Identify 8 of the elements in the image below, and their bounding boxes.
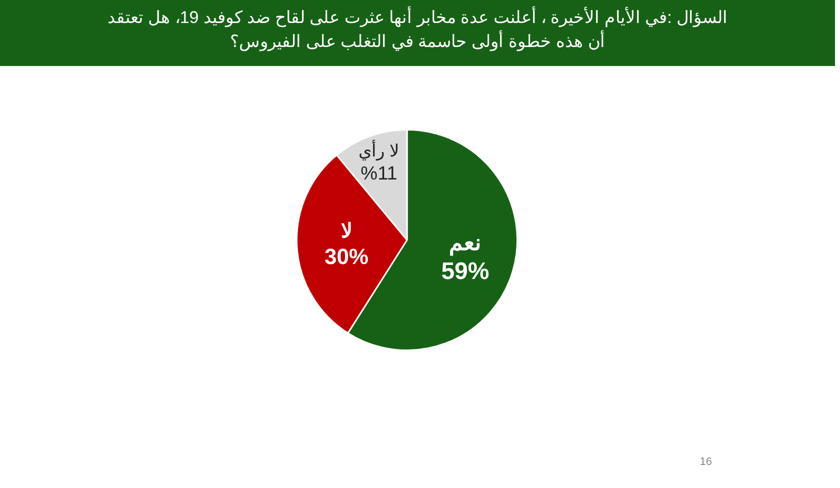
data-label: 59% (441, 258, 490, 285)
data-label: 30% (324, 244, 369, 269)
slice-label: لا (340, 220, 352, 242)
data-label: %11 (360, 163, 398, 184)
chart-title: السؤال :في الأيام الأخيرة ، أعلنت عدة مخابر أنها عثرت على لقاح ضد كوفيد 19، هل تعتقد أن هذه خطوة أولى حاسمة في التغلب على الفيروس؟ (106, 6, 729, 54)
text: 16 (700, 456, 712, 468)
slice-label: نعم (449, 230, 482, 256)
slice-label: لا رأي (358, 140, 400, 162)
